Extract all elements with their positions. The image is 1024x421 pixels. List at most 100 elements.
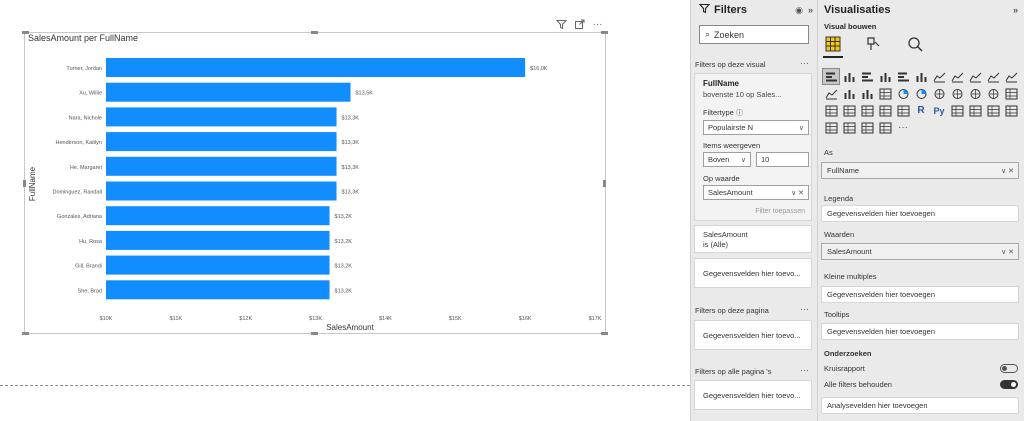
resize-handle[interactable]: [601, 332, 608, 335]
items-direction-select[interactable]: Boven ∨: [703, 152, 751, 167]
line-clustered-column-icon[interactable]: [1002, 68, 1020, 85]
r-visual-icon[interactable]: R: [917, 105, 925, 116]
ribbon-chart-icon[interactable]: [822, 85, 840, 102]
visual-add-fields-dropzone[interactable]: Gegevensvelden hier toevo...: [694, 258, 812, 288]
gauge-icon[interactable]: [984, 85, 1002, 102]
filter-search-input[interactable]: ⌕ Zoeken: [699, 25, 809, 44]
collapse-pane-icon[interactable]: »: [807, 5, 813, 15]
line-chart-icon[interactable]: [930, 68, 948, 85]
page-add-fields-dropzone[interactable]: Gegevensvelden hier toevo...: [694, 320, 812, 350]
keep-filters-toggle[interactable]: [1000, 380, 1018, 389]
bar[interactable]: [106, 280, 330, 300]
legend-dropzone[interactable]: Gegevensvelden hier toevoegen: [821, 205, 1019, 222]
cross-report-toggle[interactable]: [1000, 364, 1018, 373]
resize-handle[interactable]: [311, 332, 318, 335]
decomposition-tree-icon[interactable]: [966, 102, 984, 119]
field-controls-icon[interactable]: ∨ ✕: [1001, 248, 1014, 256]
resize-handle[interactable]: [311, 31, 318, 34]
category-label: Xu, Willie: [79, 91, 102, 97]
more-options-icon[interactable]: ···: [800, 304, 809, 314]
slicer-icon[interactable]: [858, 102, 876, 119]
bar[interactable]: [106, 255, 330, 275]
area-chart-icon[interactable]: [948, 68, 966, 85]
donut-chart-icon[interactable]: [912, 85, 930, 102]
filled-map-icon[interactable]: [966, 85, 984, 102]
small-multiples-dropzone[interactable]: Gegevensvelden hier toevoegen: [821, 286, 1019, 303]
stacked-area-chart-icon[interactable]: [966, 68, 984, 85]
bar[interactable]: [106, 58, 526, 77]
category-label: Gonzales, Adriana: [57, 214, 103, 220]
power-apps-icon[interactable]: [840, 119, 858, 136]
treemap-icon[interactable]: [930, 85, 948, 102]
funnel-chart-icon[interactable]: [858, 85, 876, 102]
field-controls-icon[interactable]: ∨ ✕: [1001, 167, 1014, 175]
small-multiples-label: Kleine multiples: [824, 272, 877, 281]
filter-icon: [698, 3, 711, 17]
more-options-icon[interactable]: ···: [592, 18, 603, 30]
stacked-column-chart-icon[interactable]: [840, 68, 858, 85]
clustered-bar-chart-icon[interactable]: [858, 68, 876, 85]
line-column-chart-icon[interactable]: [984, 68, 1002, 85]
filtertype-select[interactable]: Populairste N ∨: [703, 120, 809, 135]
paginated-report-icon[interactable]: [822, 119, 840, 136]
analytics-magnifier-icon[interactable]: [906, 36, 924, 54]
bar[interactable]: [106, 230, 330, 250]
fullname-filter-card[interactable]: FullName bovenste 10 op Sales... Filtert…: [694, 73, 812, 221]
smart-narrative-icon[interactable]: [1002, 102, 1020, 119]
resize-handle[interactable]: [23, 180, 26, 187]
pie-chart-icon[interactable]: [894, 85, 912, 102]
bar[interactable]: [106, 206, 330, 226]
resize-handle[interactable]: [22, 332, 29, 335]
filter-icon[interactable]: [555, 19, 568, 30]
bar[interactable]: [106, 156, 337, 176]
stacked-bar-chart-icon[interactable]: [822, 68, 840, 85]
legend-well-label: Legenda: [824, 194, 854, 203]
apply-filter-button[interactable]: Filter toepassen: [755, 208, 805, 215]
tooltips-dropzone[interactable]: Gegevensvelden hier toevoegen: [821, 323, 1019, 340]
more-options-icon[interactable]: ···: [800, 365, 809, 375]
fields-grid-icon[interactable]: [824, 36, 842, 54]
field-controls-icon[interactable]: ∨ ✕: [791, 189, 804, 197]
drillthrough-dropzone[interactable]: Analysevelden hier toevoegen: [821, 397, 1019, 414]
data-label: $13,5K: [356, 91, 374, 97]
card-icon[interactable]: [1002, 85, 1020, 102]
waterfall-chart-icon[interactable]: [840, 85, 858, 102]
salesamount-filter-card[interactable]: SalesAmount is (Alle): [694, 225, 812, 253]
clustered-column-chart-icon[interactable]: [876, 68, 894, 85]
format-paintbrush-icon[interactable]: [864, 36, 882, 54]
eye-icon[interactable]: ◉: [795, 4, 803, 15]
items-count-input[interactable]: 10: [756, 152, 809, 167]
bar[interactable]: [106, 132, 337, 152]
resize-handle[interactable]: [603, 180, 606, 187]
bar[interactable]: [106, 107, 337, 127]
100-percent-bar-chart-icon[interactable]: [894, 68, 912, 85]
data-label: $13,3K: [342, 115, 360, 121]
data-label: $13,3K: [342, 165, 360, 171]
100-percent-column-chart-icon[interactable]: [912, 68, 930, 85]
x-tick-label: $14K: [379, 316, 392, 322]
axis-well-label: As: [824, 148, 833, 157]
more-options-icon[interactable]: ···: [898, 122, 908, 133]
matrix-icon[interactable]: [894, 102, 912, 119]
qa-icon[interactable]: [984, 102, 1002, 119]
more-options-icon[interactable]: ···: [800, 58, 809, 68]
python-visual-icon[interactable]: Py: [933, 105, 945, 116]
more-visuals-icon[interactable]: [876, 119, 894, 136]
scatter-chart-icon[interactable]: [876, 85, 894, 102]
bar[interactable]: [106, 82, 351, 102]
table-icon[interactable]: [876, 102, 894, 119]
values-field-pill[interactable]: SalesAmount ∨ ✕: [821, 243, 1019, 260]
all-pages-add-fields-dropzone[interactable]: Gegevensvelden hier toevo...: [694, 380, 812, 410]
focus-mode-icon[interactable]: [574, 19, 585, 30]
collapse-pane-icon[interactable]: »: [1012, 5, 1018, 15]
by-value-field[interactable]: SalesAmount ∨ ✕: [703, 185, 809, 200]
resize-handle[interactable]: [601, 31, 608, 34]
bar[interactable]: [106, 181, 337, 201]
axis-field-pill[interactable]: FullName ∨ ✕: [821, 162, 1019, 179]
map-icon[interactable]: [948, 85, 966, 102]
kpi-icon[interactable]: [840, 102, 858, 119]
multi-row-card-icon[interactable]: [822, 102, 840, 119]
power-automate-icon[interactable]: [858, 119, 876, 136]
resize-handle[interactable]: [22, 31, 29, 34]
key-influencers-icon[interactable]: [948, 102, 966, 119]
